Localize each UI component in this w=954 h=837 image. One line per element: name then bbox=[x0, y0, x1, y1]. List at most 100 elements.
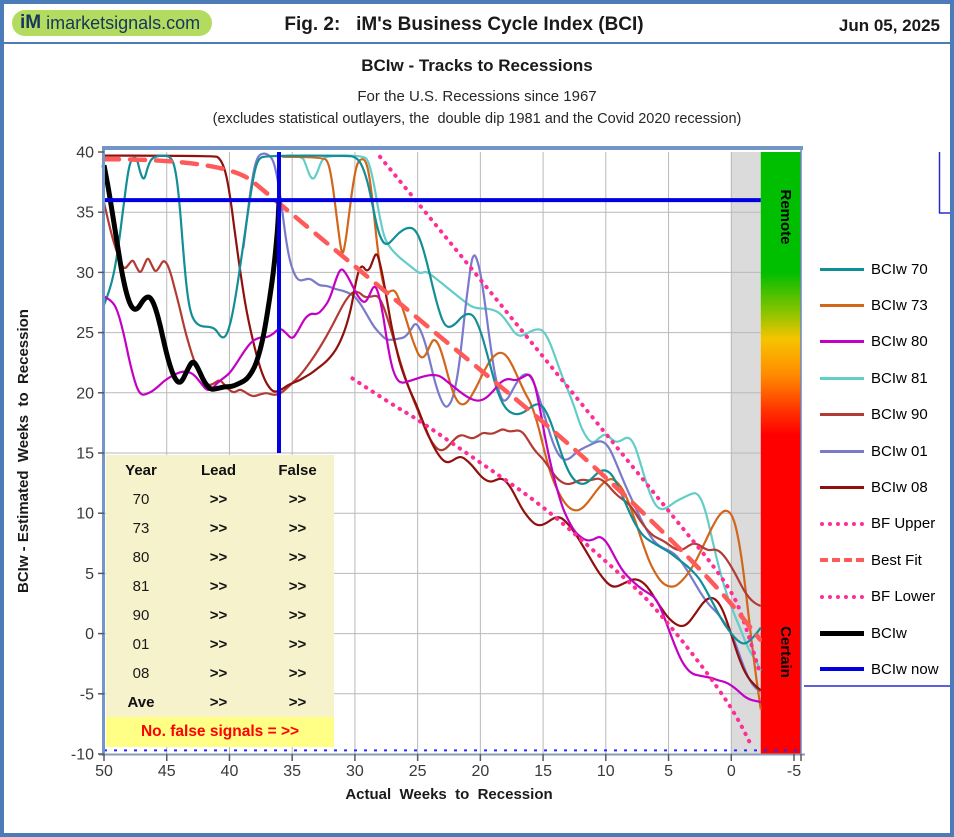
legend-item-bf-upper: BF Upper bbox=[820, 506, 950, 542]
cell-year: 81 bbox=[132, 578, 150, 595]
chart-subtitle-2: For the U.S. Recessions since 1967 bbox=[357, 88, 597, 105]
y-axis-label: BCIw - Estimated Weeks to Recession bbox=[15, 309, 32, 593]
table-row: 01 >> >> bbox=[106, 630, 334, 659]
legend-label: BCIw 01 bbox=[871, 442, 928, 460]
svg-text:0: 0 bbox=[727, 763, 736, 780]
line-swatch-icon bbox=[820, 413, 864, 417]
cell-year: Ave bbox=[127, 694, 155, 711]
svg-text:30: 30 bbox=[76, 265, 94, 282]
lead-false-table: Year Lead False 70 >> >> 73 >> >> 80 >> … bbox=[106, 455, 334, 747]
cell-lead: >> bbox=[209, 665, 228, 682]
legend-item-bciw-08: BCIw 08 bbox=[820, 469, 950, 505]
cell-year: 73 bbox=[132, 520, 150, 537]
legend-label: BCIw now bbox=[871, 660, 939, 678]
svg-text:Remote: Remote bbox=[777, 189, 794, 244]
col-header-false: False bbox=[278, 461, 317, 479]
legend-item-bciw-01: BCIw 01 bbox=[820, 433, 950, 469]
cell-year: 08 bbox=[132, 665, 150, 682]
svg-text:20: 20 bbox=[76, 385, 94, 402]
svg-text:-10: -10 bbox=[71, 747, 94, 764]
dotted-line-swatch-icon bbox=[820, 521, 864, 526]
cell-lead: >> bbox=[209, 491, 228, 508]
cell-false: >> bbox=[288, 665, 307, 682]
table-row: 90 >> >> bbox=[106, 601, 334, 630]
report-date: Jun 05, 2025 bbox=[838, 16, 940, 35]
cell-lead: >> bbox=[209, 578, 228, 595]
cell-false: >> bbox=[288, 549, 307, 566]
table-row: 08 >> >> bbox=[106, 659, 334, 688]
svg-text:50: 50 bbox=[95, 763, 113, 780]
logo-domain-text: imarketsignals.com bbox=[46, 12, 201, 33]
legend-item-bciw: BCIw bbox=[820, 615, 950, 651]
legend-item-bciw-90: BCIw 90 bbox=[820, 397, 950, 433]
legend-label: BCIw bbox=[871, 624, 907, 642]
line-swatch-icon bbox=[820, 486, 864, 490]
chart-plot-area: Remote Certain 50 45 40 35 30 25 20 15 10 5 0 -5 40 35 3… bbox=[4, 4, 950, 833]
svg-text:-5: -5 bbox=[80, 686, 94, 703]
cell-lead: >> bbox=[209, 694, 228, 711]
cell-year: 01 bbox=[132, 636, 150, 653]
cell-false: >> bbox=[288, 578, 307, 595]
cell-false: >> bbox=[288, 636, 307, 653]
svg-text:40: 40 bbox=[76, 145, 94, 162]
table-row: 70 >> >> bbox=[106, 485, 334, 514]
svg-text:10: 10 bbox=[597, 763, 615, 780]
blue-line-swatch-icon bbox=[820, 667, 864, 672]
false-signals-note: No. false signals = >> bbox=[106, 717, 334, 747]
line-swatch-icon bbox=[820, 304, 864, 308]
legend-item-bciw-80: BCIw 80 bbox=[820, 324, 950, 360]
cell-false: >> bbox=[288, 520, 307, 537]
legend-label: BCIw 73 bbox=[871, 297, 928, 315]
line-swatch-icon bbox=[820, 376, 864, 380]
legend-item-bciw-81: BCIw 81 bbox=[820, 360, 950, 396]
legend-item-bciw-70: BCIw 70 bbox=[820, 251, 950, 287]
line-swatch-icon bbox=[820, 449, 864, 453]
svg-text:25: 25 bbox=[76, 325, 94, 342]
dotted-line-swatch-icon bbox=[820, 594, 864, 599]
chart-legend: BCIw 70 BCIw 73 BCIw 80 BCIw 81 BCIw 90 … bbox=[820, 251, 950, 688]
legend-item-bf-lower: BF Lower bbox=[820, 579, 950, 615]
svg-text:35: 35 bbox=[283, 763, 301, 780]
svg-text:40: 40 bbox=[221, 763, 239, 780]
cell-false: >> bbox=[288, 491, 307, 508]
legend-label: BCIw 81 bbox=[871, 369, 928, 387]
chart-subtitle-3: (excludes statistical outlayers, the dou… bbox=[212, 111, 742, 127]
legend-item-bciw-now: BCIw now bbox=[820, 651, 950, 687]
line-swatch-icon bbox=[820, 267, 864, 271]
legend-label: Best Fit bbox=[871, 551, 922, 569]
cell-false: >> bbox=[288, 694, 307, 711]
col-header-lead: Lead bbox=[200, 461, 236, 479]
legend-item-best-fit: Best Fit bbox=[820, 542, 950, 578]
x-axis-label: Actual Weeks to Recession bbox=[345, 786, 553, 803]
cell-lead: >> bbox=[209, 549, 228, 566]
svg-text:10: 10 bbox=[76, 506, 94, 523]
table-row: 73 >> >> bbox=[106, 514, 334, 543]
cell-lead: >> bbox=[209, 520, 228, 537]
svg-text:15: 15 bbox=[76, 446, 94, 463]
legend-label: BF Upper bbox=[871, 515, 936, 533]
im-logo: iM imarketsignals.com bbox=[12, 10, 213, 36]
legend-label: BCIw 08 bbox=[871, 479, 928, 497]
cell-year: 90 bbox=[132, 607, 150, 624]
legend-label: BCIw 70 bbox=[871, 260, 928, 278]
svg-text:5: 5 bbox=[85, 566, 94, 583]
svg-text:20: 20 bbox=[471, 763, 489, 780]
col-header-year: Year bbox=[125, 461, 157, 479]
legend-item-bciw-73: BCIw 73 bbox=[820, 287, 950, 323]
svg-text:15: 15 bbox=[534, 763, 552, 780]
svg-text:35: 35 bbox=[76, 205, 94, 222]
figure-title: Fig. 2: iM's Business Cycle Index (BCI) bbox=[284, 14, 644, 35]
dashed-line-swatch-icon bbox=[820, 558, 864, 563]
thick-line-swatch-icon bbox=[820, 630, 864, 636]
legend-label: BF Lower bbox=[871, 588, 936, 606]
header-divider bbox=[4, 42, 950, 44]
im-logo-icon: iM bbox=[20, 12, 42, 33]
svg-text:Certain: Certain bbox=[777, 626, 794, 678]
legend-label: BCIw 90 bbox=[871, 406, 928, 424]
svg-text:-5: -5 bbox=[787, 763, 801, 780]
line-swatch-icon bbox=[820, 340, 864, 344]
svg-text:5: 5 bbox=[664, 763, 673, 780]
table-row: 80 >> >> bbox=[106, 543, 334, 572]
